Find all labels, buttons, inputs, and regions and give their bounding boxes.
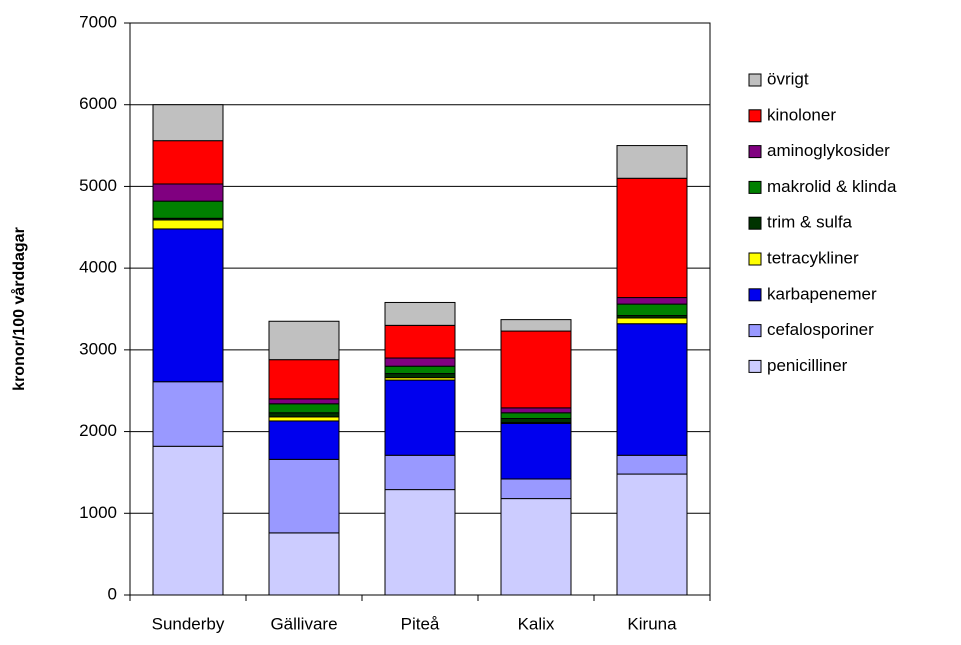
- bar-segment: [616, 317, 688, 325]
- bar-segment: [616, 177, 688, 299]
- bar-segment: [500, 330, 572, 409]
- bar-segment: [500, 478, 572, 500]
- y-tick-label: 7000: [79, 12, 117, 31]
- x-tick-label: Kiruna: [627, 614, 677, 633]
- legend-label: karbapenemer: [767, 284, 877, 303]
- bar-segment: [268, 403, 340, 414]
- bar-segment: [384, 373, 456, 379]
- bar-segment: [616, 145, 688, 179]
- bar-segment: [500, 407, 572, 414]
- legend-swatch: [748, 109, 762, 123]
- y-tick-label: 0: [108, 584, 117, 603]
- bar-segment: [500, 498, 572, 596]
- bar-segment: [268, 532, 340, 596]
- bar-segment: [268, 416, 340, 422]
- legend-swatch: [748, 216, 762, 230]
- bar-segment: [152, 183, 224, 202]
- legend-swatch: [748, 73, 762, 87]
- bar-segment: [616, 454, 688, 475]
- bar-segment: [616, 297, 688, 305]
- bar-segment: [268, 320, 340, 361]
- x-tick-label: Piteå: [401, 614, 440, 633]
- y-tick-label: 6000: [79, 94, 117, 113]
- y-tick-label: 5000: [79, 176, 117, 195]
- bar-segment: [268, 420, 340, 460]
- legend-swatch: [748, 180, 762, 194]
- bar-segment: [384, 365, 456, 375]
- bar-segment: [268, 359, 340, 400]
- y-tick-label: 2000: [79, 421, 117, 440]
- legend-label: aminoglykosider: [767, 141, 890, 160]
- bar-segment: [152, 228, 224, 383]
- bar-segment: [616, 303, 688, 317]
- bar-segment: [152, 140, 224, 185]
- bar-segment: [384, 379, 456, 456]
- legend-label: cefalosporiner: [767, 320, 874, 339]
- bar-segment: [152, 381, 224, 447]
- bar-segment: [268, 398, 340, 405]
- y-tick-label: 3000: [79, 339, 117, 358]
- legend-label: penicilliner: [767, 356, 848, 375]
- bar-segment: [152, 445, 224, 596]
- legend-swatch: [748, 324, 762, 338]
- bar-segment: [384, 454, 456, 491]
- legend-swatch: [748, 252, 762, 266]
- bar-segment: [384, 301, 456, 326]
- y-tick-label: 1000: [79, 503, 117, 522]
- legend-swatch: [748, 288, 762, 302]
- legend-label: makrolid & klinda: [767, 177, 897, 196]
- bar-segment: [384, 489, 456, 596]
- bar-segment: [152, 219, 224, 230]
- legend-swatch: [748, 359, 762, 373]
- y-axis-label: kronor/100 vårddagar: [10, 227, 28, 391]
- legend-label: övrigt: [767, 69, 809, 88]
- bar-segment: [152, 104, 224, 142]
- bar-segment: [500, 412, 572, 419]
- bar-segment: [500, 417, 572, 424]
- x-tick-label: Kalix: [518, 614, 555, 633]
- x-tick-label: Gällivare: [270, 614, 337, 633]
- bar-segment: [268, 458, 340, 534]
- legend-swatch: [748, 145, 762, 159]
- x-tick-label: Sunderby: [152, 614, 225, 633]
- bar-segment: [268, 412, 340, 418]
- bar-segment: [500, 319, 572, 332]
- bar-segment: [384, 324, 456, 359]
- bar-segment: [152, 200, 224, 219]
- bar-segment: [500, 422, 572, 480]
- bar-segment: [616, 323, 688, 456]
- legend-label: kinoloner: [767, 105, 836, 124]
- legend-label: trim & sulfa: [767, 213, 853, 232]
- legend-label: tetracykliner: [767, 248, 859, 267]
- y-tick-label: 4000: [79, 258, 117, 277]
- bar-segment: [384, 357, 456, 367]
- bar-segment: [616, 473, 688, 596]
